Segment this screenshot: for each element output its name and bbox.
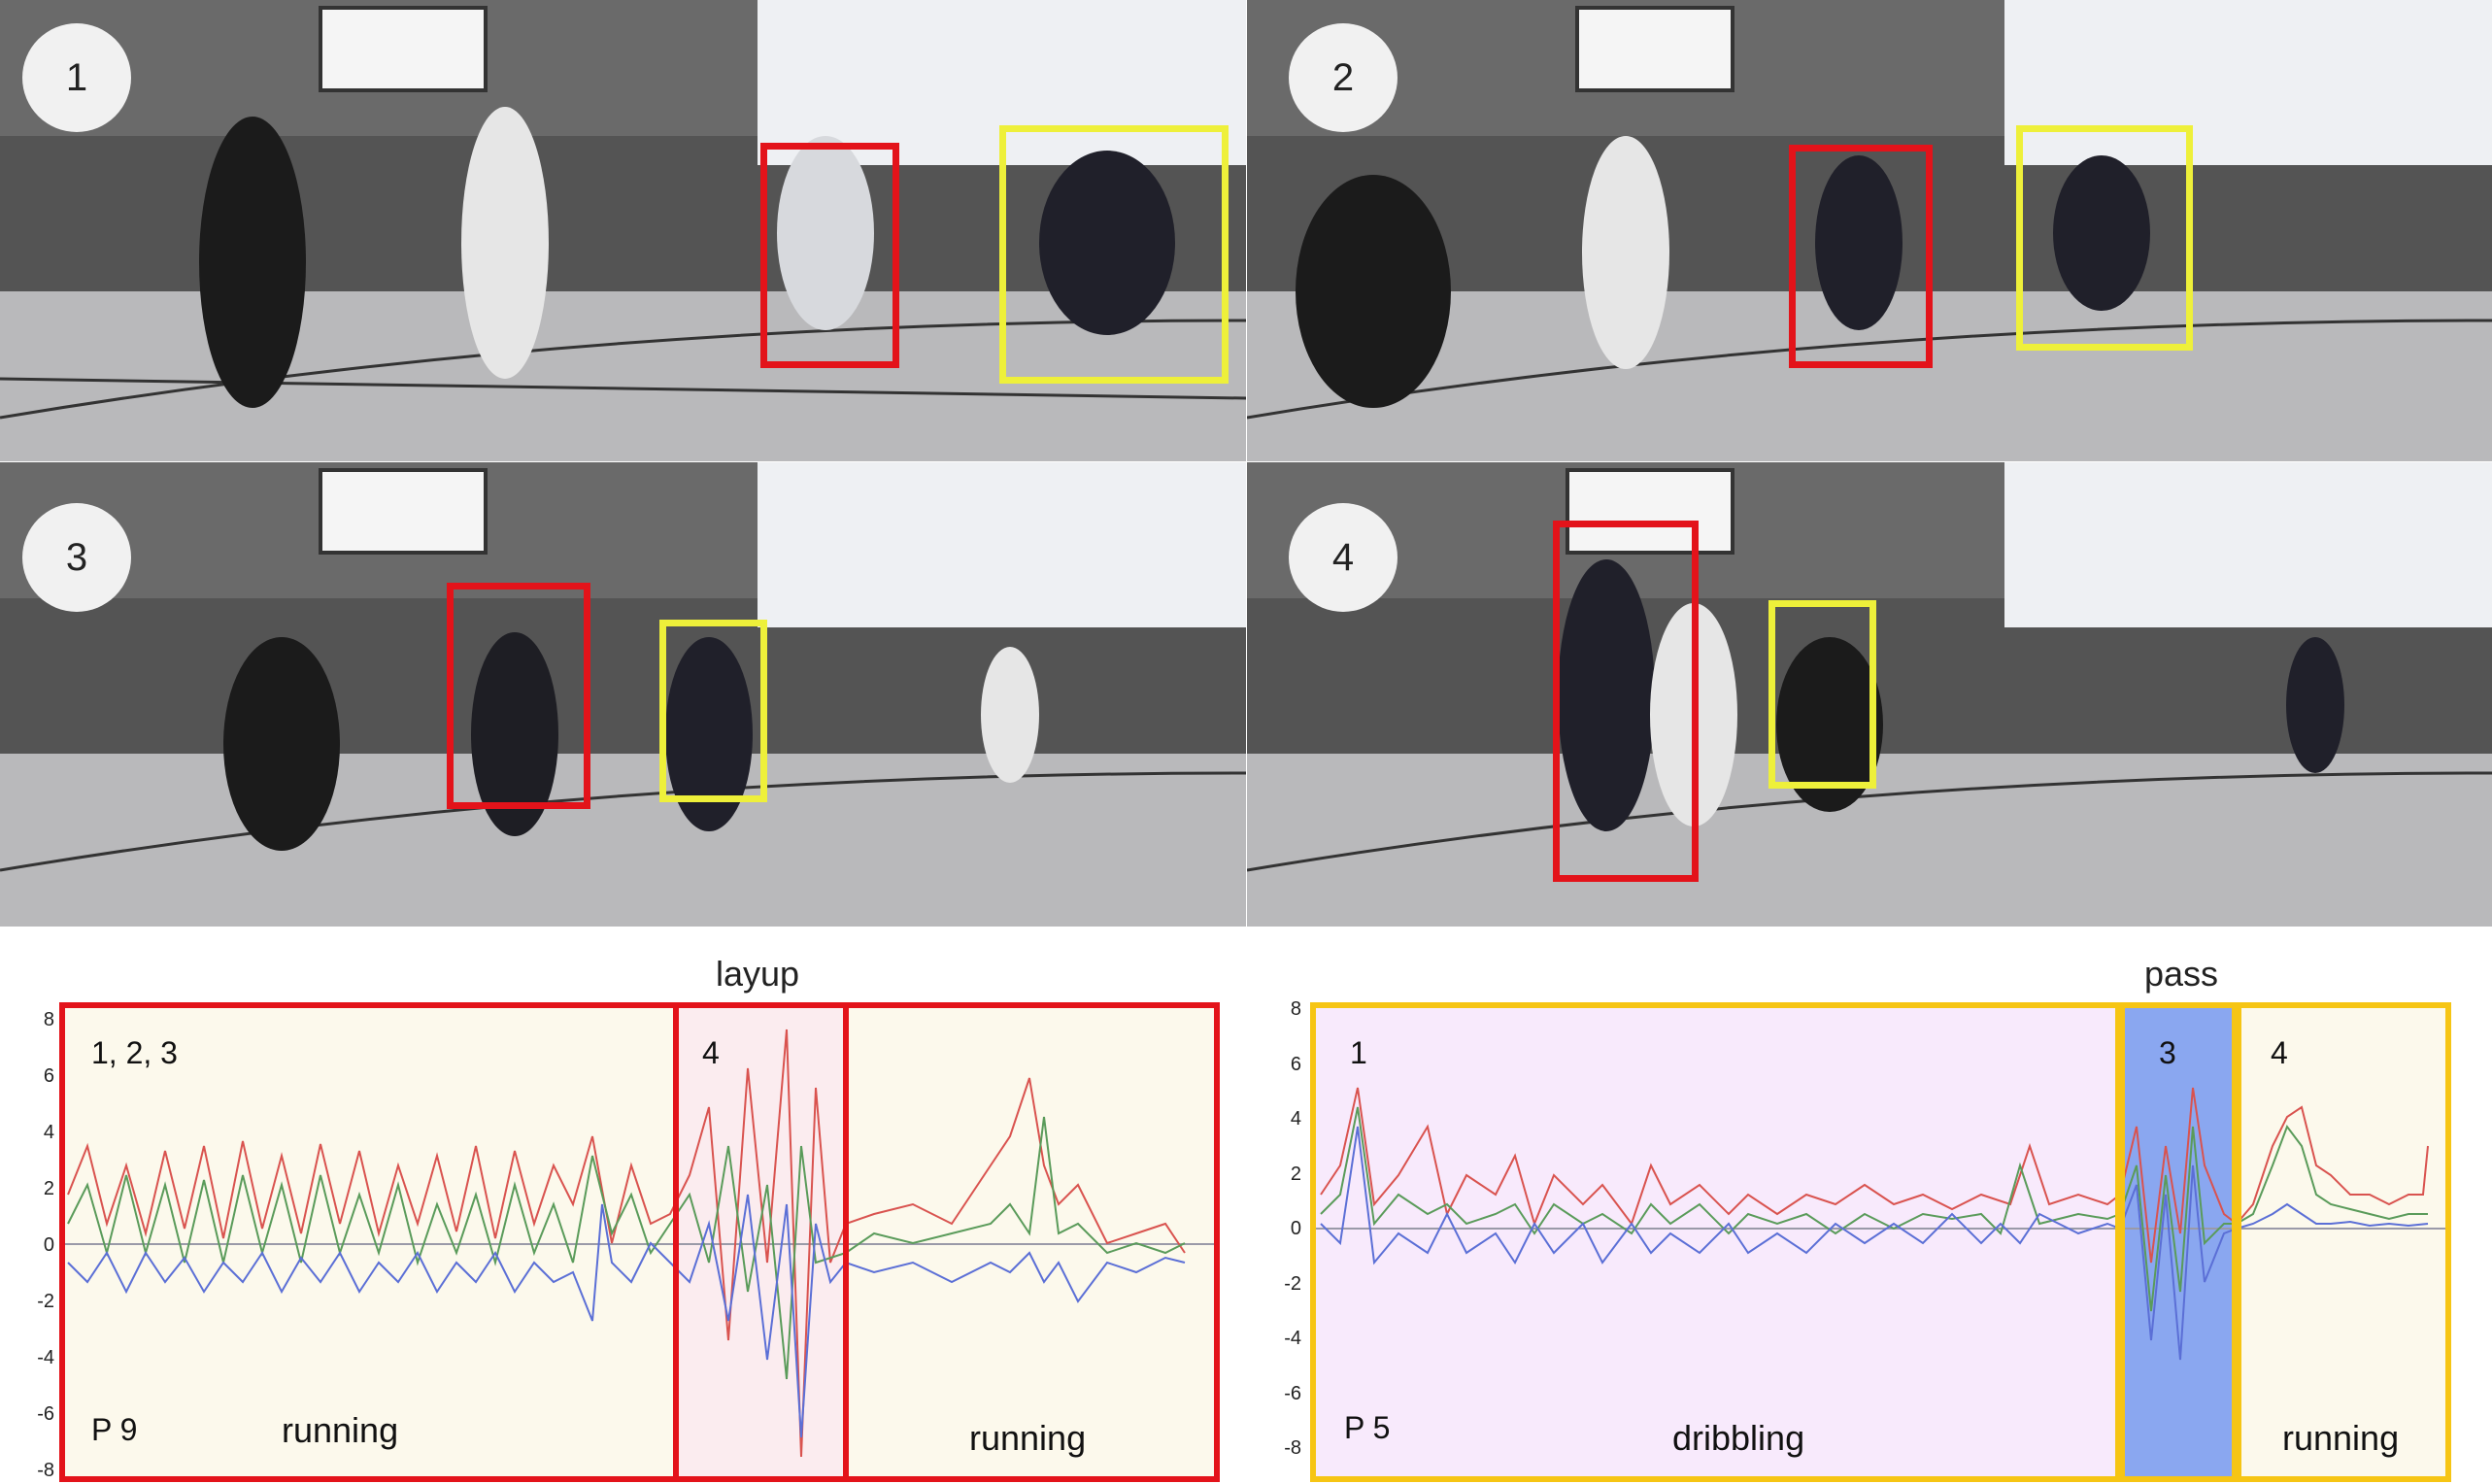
signal-green — [1320, 1106, 2428, 1312]
segment-number-label: 4 — [702, 1035, 720, 1070]
frame-number-badge: 2 — [1289, 23, 1398, 132]
signal-blue — [67, 1194, 1186, 1438]
segment-running-2-background — [846, 1005, 1217, 1479]
yellow-bounding-box — [1768, 600, 1876, 789]
segment-layup-background — [676, 1005, 846, 1479]
segment-pass-background — [2120, 1005, 2237, 1479]
video-frame-1: 1 — [0, 0, 1246, 461]
y-tick-label: -6 — [1284, 1383, 1301, 1404]
y-tick-label: -2 — [37, 1291, 54, 1312]
signal-blue — [1320, 1126, 2429, 1361]
activity-label: running — [969, 1418, 1087, 1458]
frame-number-badge: 4 — [1289, 503, 1398, 612]
signal-red — [67, 1029, 1186, 1458]
activity-label: dribbling — [1672, 1418, 1805, 1458]
activity-label: running — [2282, 1418, 2400, 1458]
red-bounding-box — [1789, 145, 1933, 368]
y-tick-label: -8 — [1284, 1437, 1301, 1459]
y-tick-label: 8 — [1290, 998, 1301, 1020]
segment-dribbling-background — [1313, 1005, 2120, 1479]
y-tick-label: -2 — [1284, 1273, 1301, 1295]
y-tick-label: 6 — [43, 1065, 54, 1087]
video-frame-4: 4 — [1247, 462, 2492, 927]
y-tick-label: 2 — [43, 1178, 54, 1199]
yellow-bounding-box — [659, 620, 767, 802]
gym-scene — [0, 0, 1246, 461]
y-tick-label: 2 — [1290, 1164, 1301, 1185]
pass-outer-box — [1310, 1002, 2451, 1482]
y-tick-label: 4 — [43, 1122, 54, 1143]
video-frame-3: 3 — [0, 462, 1246, 927]
y-tick-label: -6 — [37, 1403, 54, 1425]
y-tick-label: 8 — [43, 1009, 54, 1030]
player-id-label: P 9 — [91, 1412, 138, 1447]
yellow-bounding-box — [2016, 125, 2193, 351]
y-tick-label: 0 — [43, 1234, 54, 1256]
right-panel-title: pass — [2143, 954, 2219, 994]
layup-outer-red-box — [59, 1002, 1220, 1482]
segment-number-label: 1 — [1350, 1035, 1367, 1070]
segment-running-background — [2237, 1005, 2448, 1479]
left-panel-title: layup — [715, 954, 800, 994]
segment-number-label: 4 — [2271, 1035, 2288, 1070]
gym-scene — [1247, 0, 2492, 461]
red-bounding-box — [1553, 521, 1699, 882]
y-tick-label: 4 — [1290, 1108, 1301, 1130]
frame-number-badge: 3 — [22, 503, 131, 612]
red-bounding-box — [447, 583, 590, 809]
segment-running-1-background — [62, 1005, 676, 1479]
signal-red — [1320, 1087, 2429, 1264]
yellow-bounding-box — [999, 125, 1229, 384]
segment-number-label: 1, 2, 3 — [91, 1035, 178, 1070]
video-frame-2: 2 — [1247, 0, 2492, 461]
red-bounding-box — [760, 143, 899, 368]
y-tick-label: -4 — [1284, 1328, 1301, 1349]
gym-scene — [0, 462, 1246, 927]
player-id-label: P 5 — [1344, 1410, 1391, 1445]
y-tick-label: -8 — [37, 1460, 54, 1481]
y-tick-label: 0 — [1290, 1218, 1301, 1239]
frame-number-badge: 1 — [22, 23, 131, 132]
y-tick-label: 6 — [1290, 1054, 1301, 1075]
activity-label: running — [282, 1410, 399, 1450]
signal-green — [67, 1116, 1186, 1380]
y-tick-label: -4 — [37, 1347, 54, 1368]
segment-number-label: 3 — [2159, 1035, 2176, 1070]
